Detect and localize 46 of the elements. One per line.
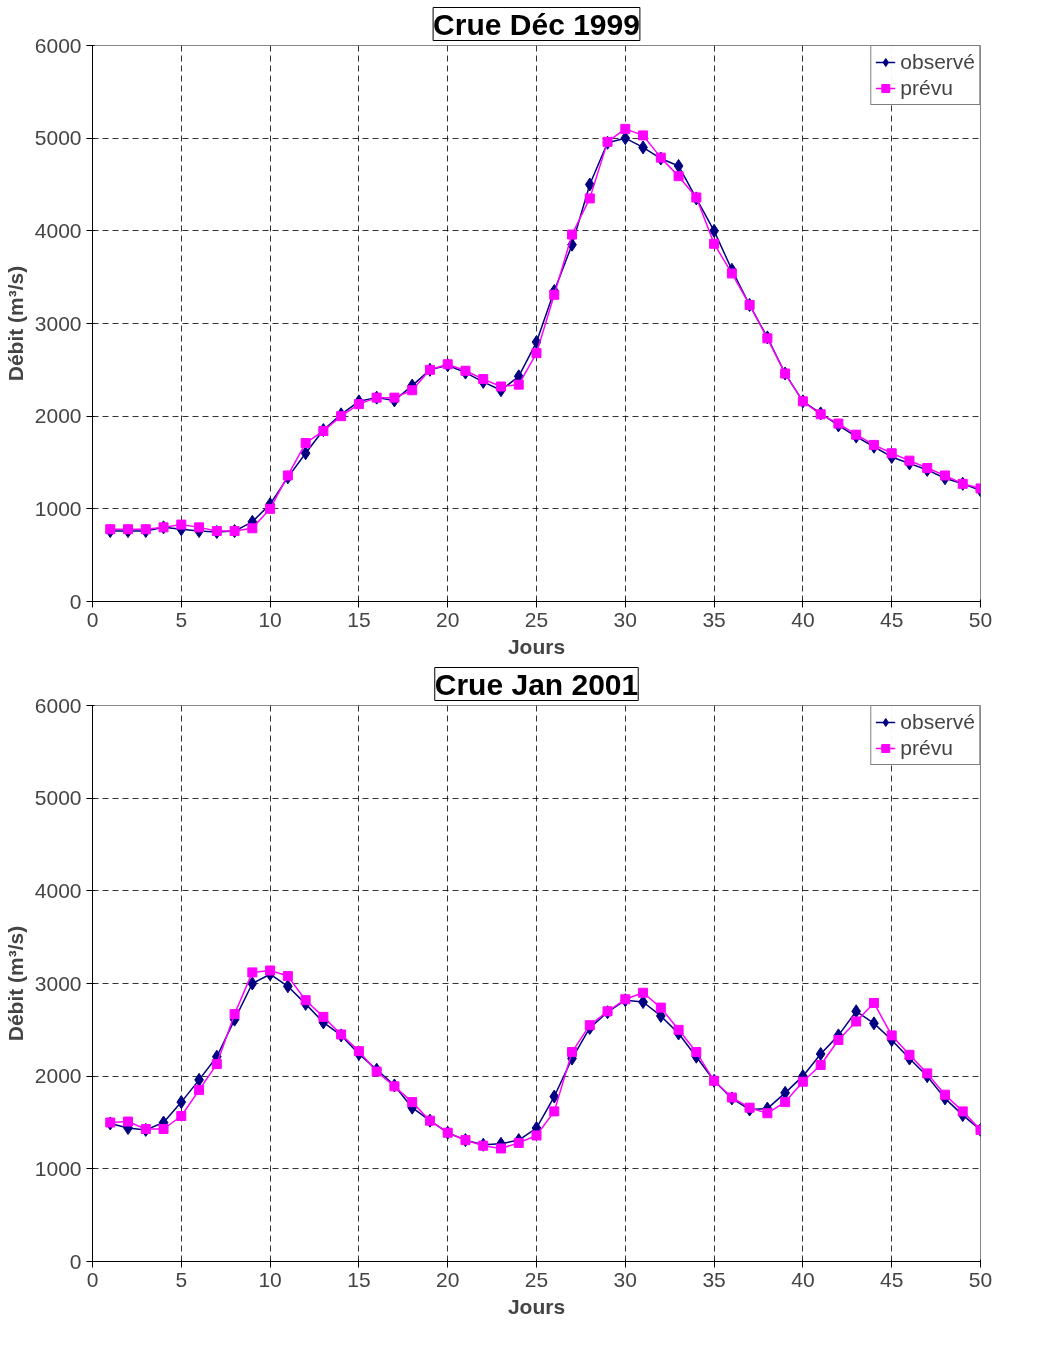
- y-tick-label: 4000: [34, 878, 82, 902]
- y-axis-title: Débit (m³/s): [3, 925, 27, 1042]
- y-tick-label: 4000: [34, 218, 82, 242]
- x-tick-label: 30: [613, 607, 637, 631]
- x-tick-label: 50: [968, 607, 993, 631]
- y-tick-label: 3000: [34, 971, 82, 995]
- y-tick-label: 5000: [34, 126, 82, 150]
- y-tick-label: 0: [69, 589, 82, 613]
- y-tick-label: 2000: [34, 1064, 82, 1088]
- x-tick-label: 45: [880, 607, 904, 631]
- x-tick-label: 5: [175, 1267, 188, 1291]
- y-tick-label: 2000: [34, 404, 82, 428]
- legend-label: observé: [900, 710, 975, 734]
- y-tick-label: 3000: [34, 311, 82, 335]
- x-tick-label: 0: [86, 1267, 99, 1291]
- x-tick-label: 0: [86, 607, 99, 631]
- chart-title: Crue Déc 1999: [433, 7, 640, 41]
- y-tick-label: 6000: [34, 33, 82, 57]
- x-tick-label: 25: [524, 1267, 549, 1291]
- x-tick-label: 40: [791, 607, 815, 631]
- x-axis-title: Jours: [507, 634, 566, 658]
- x-tick-label: 15: [347, 1267, 371, 1291]
- y-tick-label: 1000: [34, 496, 82, 520]
- y-axis-title: Débit (m³/s): [3, 265, 27, 382]
- y-tick-label: 0: [69, 1249, 82, 1273]
- x-tick-label: 20: [436, 1267, 460, 1291]
- x-tick-label: 40: [791, 1267, 815, 1291]
- x-tick-label: 20: [436, 607, 460, 631]
- x-tick-label: 35: [702, 1267, 726, 1291]
- x-tick-label: 15: [347, 607, 371, 631]
- x-tick-label: 45: [880, 1267, 904, 1291]
- legend-label: prévu: [900, 736, 953, 760]
- legend-label: observé: [900, 50, 975, 74]
- x-tick-label: 50: [968, 1267, 993, 1291]
- x-tick-label: 5: [175, 607, 188, 631]
- y-tick-label: 1000: [34, 1156, 82, 1180]
- x-tick-label: 10: [258, 607, 282, 631]
- x-axis-title: Jours: [507, 1294, 566, 1318]
- y-tick-label: 5000: [34, 786, 82, 810]
- x-tick-label: 25: [524, 607, 549, 631]
- x-tick-label: 10: [258, 1267, 282, 1291]
- x-tick-label: 30: [613, 1267, 637, 1291]
- y-tick-label: 6000: [34, 693, 82, 717]
- x-tick-label: 35: [702, 607, 726, 631]
- legend-label: prévu: [900, 76, 953, 100]
- chart-title: Crue Jan 2001: [434, 667, 639, 701]
